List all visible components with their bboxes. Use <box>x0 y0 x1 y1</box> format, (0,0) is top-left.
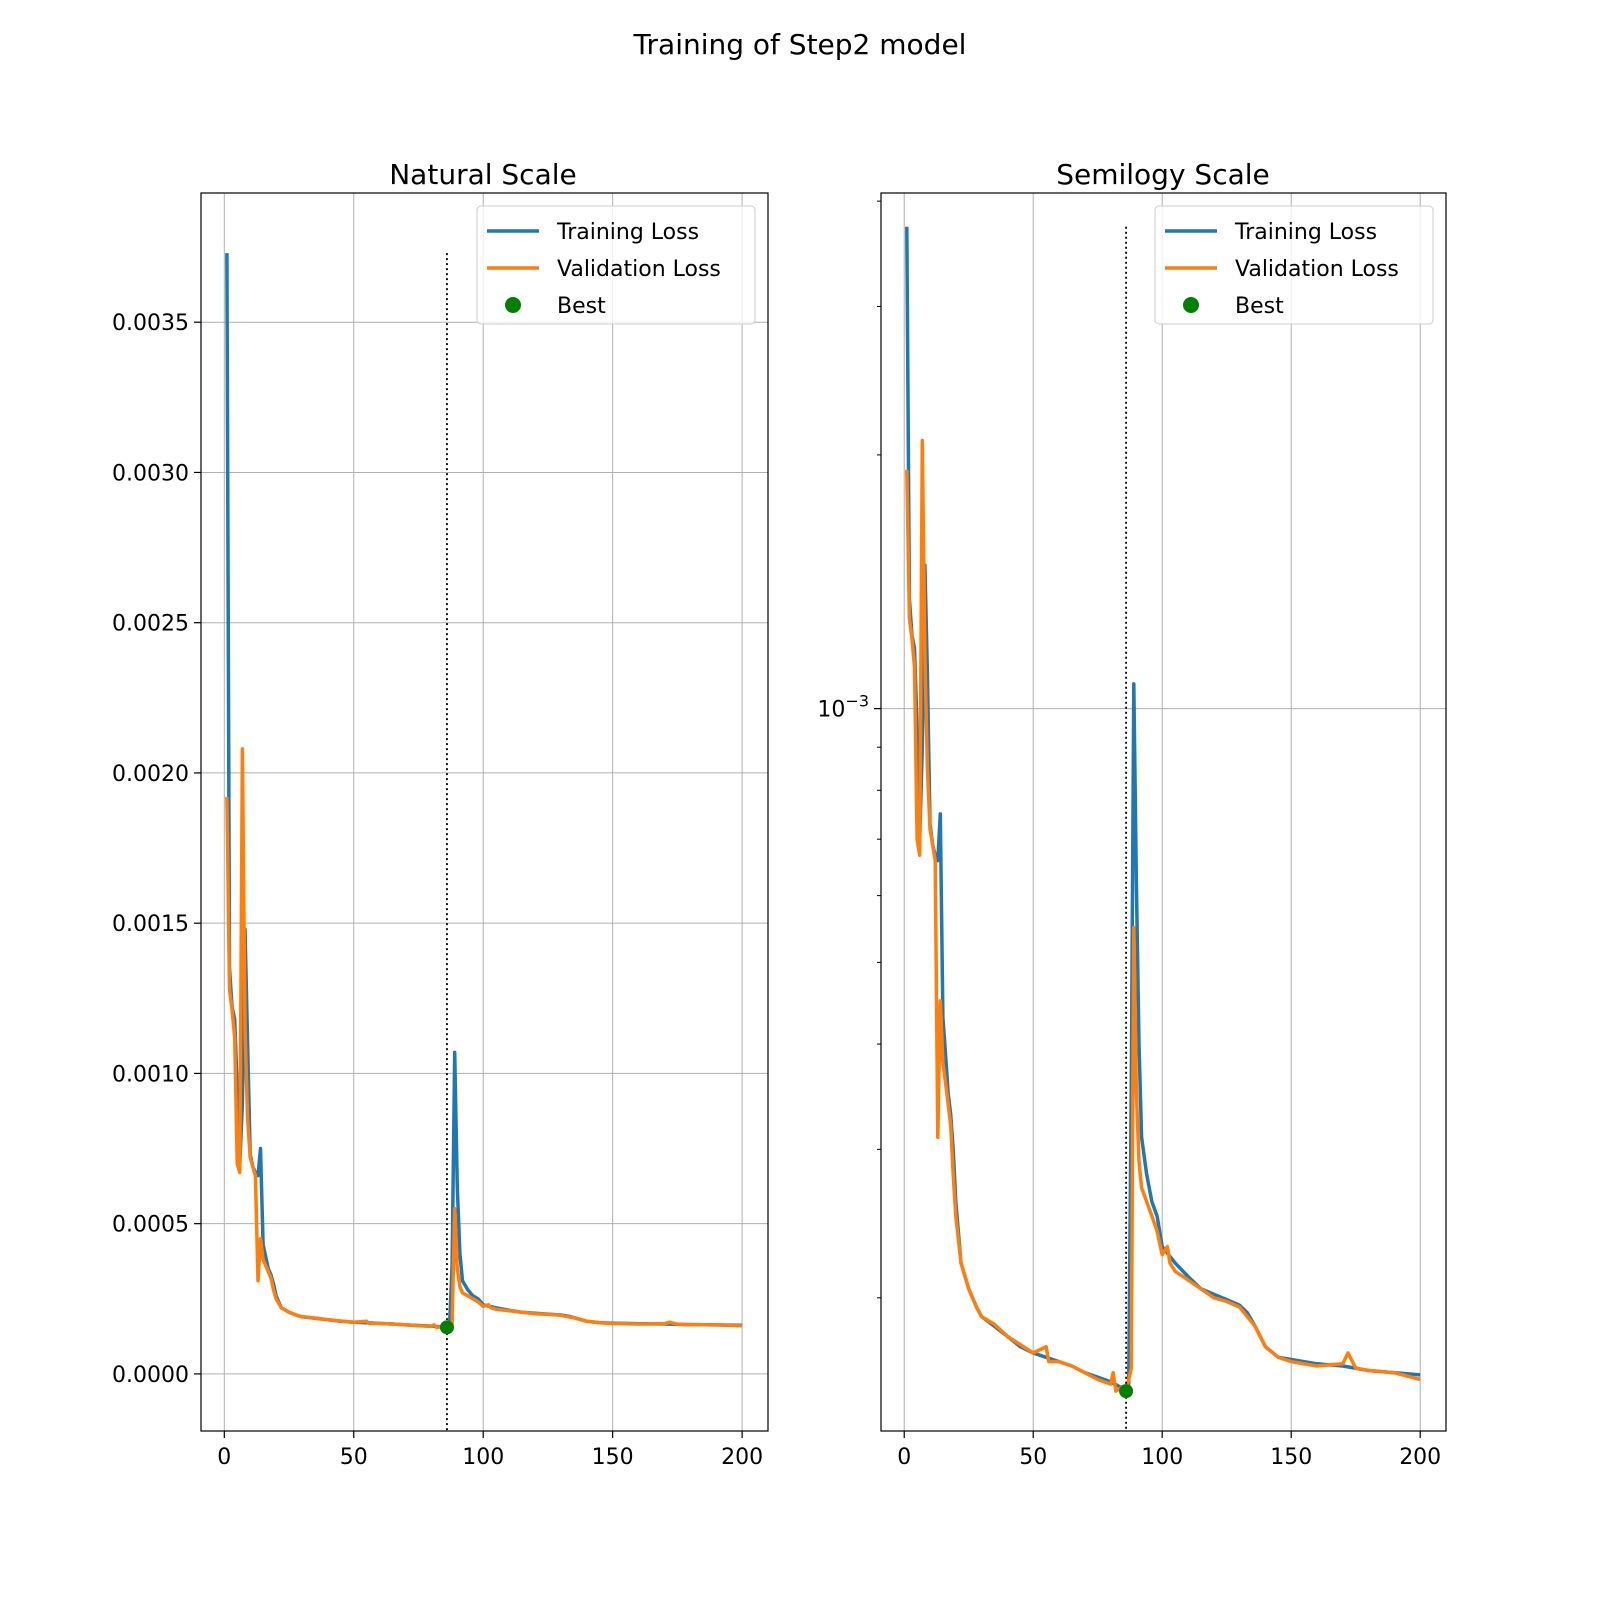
natural-scale-y-tick-label: 0.0000 <box>112 1363 189 1388</box>
natural-scale-y-tick-label: 0.0030 <box>112 461 189 486</box>
semilogy-scale-x-tick-label: 0 <box>897 1445 911 1470</box>
figure-title: Training of Step2 model <box>633 28 967 61</box>
natural-scale-legend-label: Training Loss <box>556 220 699 245</box>
natural-scale-axes: Natural Scale 0 50 100 150 200 0.0000 0.0005 0.… <box>112 158 769 1470</box>
semilogy-scale-training-loss-line <box>905 226 1421 1393</box>
semilogy-scale-legend-label: Training Loss <box>1234 220 1377 245</box>
natural-scale-y-tick-label: 0.0010 <box>112 1062 189 1087</box>
semilogy-scale-title: Semilogy Scale <box>1056 158 1270 191</box>
natural-scale-x-tick-label: 150 <box>592 1445 634 1470</box>
natural-scale-plot-area <box>225 253 743 1431</box>
semilogy-scale-legend-label: Best <box>1235 294 1284 319</box>
semilogy-scale-grid <box>881 193 1446 1431</box>
natural-scale-x-tick-label: 100 <box>462 1445 504 1470</box>
semilogy-scale-best-point <box>1119 1384 1134 1399</box>
natural-scale-ticks: 0 50 100 150 200 0.0000 0.0005 0.0010 0.0015 0.00… <box>112 311 763 1470</box>
natural-scale-grid <box>201 193 768 1431</box>
natural-scale-training-loss-line <box>225 253 743 1330</box>
semilogy-scale-x-tick-label: 100 <box>1141 1445 1183 1470</box>
natural-scale-legend-label: Validation Loss <box>557 257 721 282</box>
semilogy-scale-legend-label: Validation Loss <box>1235 257 1399 282</box>
natural-scale-x-tick-label: 200 <box>721 1445 763 1470</box>
semilogy-scale-x-tick-label: 50 <box>1019 1445 1047 1470</box>
natural-scale-legend-best-swatch <box>505 297 521 313</box>
semilogy-scale-axes: Semilogy Scale 0 50 100 150 200 10−3 Training… <box>817 158 1447 1470</box>
natural-scale-x-tick-label: 0 <box>217 1445 231 1470</box>
natural-scale-y-tick-label: 0.0035 <box>112 311 189 336</box>
natural-scale-title: Natural Scale <box>389 158 577 191</box>
natural-scale-y-tick-label: 0.0005 <box>112 1213 189 1238</box>
semilogy-scale-plot-area <box>905 226 1421 1431</box>
natural-scale-legend-label: Best <box>557 294 606 319</box>
semilogy-scale-ticks: 0 50 100 150 200 10−3 <box>817 200 1441 1470</box>
semilogy-scale-x-tick-label: 150 <box>1270 1445 1312 1470</box>
semilogy-scale-legend-box <box>1154 205 1434 325</box>
natural-scale-frame <box>200 192 769 1432</box>
semilogy-scale-legend-best-swatch <box>1183 297 1199 313</box>
semilogy-scale-frame <box>880 192 1447 1432</box>
semilogy-scale-y-tick-label: 10−3 <box>817 692 869 723</box>
natural-scale-best-point <box>439 1320 454 1335</box>
natural-scale-legend-box <box>476 205 756 325</box>
natural-scale-x-tick-label: 50 <box>340 1445 368 1470</box>
semilogy-scale-validation-loss-line <box>905 438 1421 1393</box>
natural-scale-validation-loss-line <box>225 747 743 1330</box>
natural-scale-y-tick-label: 0.0015 <box>112 912 189 937</box>
natural-scale-y-tick-label: 0.0020 <box>112 762 189 787</box>
semilogy-scale-legend: Training Loss Validation Loss Best <box>1154 205 1434 325</box>
natural-scale-legend: Training Loss Validation Loss Best <box>476 205 756 325</box>
natural-scale-y-tick-label: 0.0025 <box>112 612 189 637</box>
semilogy-scale-x-tick-label: 200 <box>1399 1445 1441 1470</box>
